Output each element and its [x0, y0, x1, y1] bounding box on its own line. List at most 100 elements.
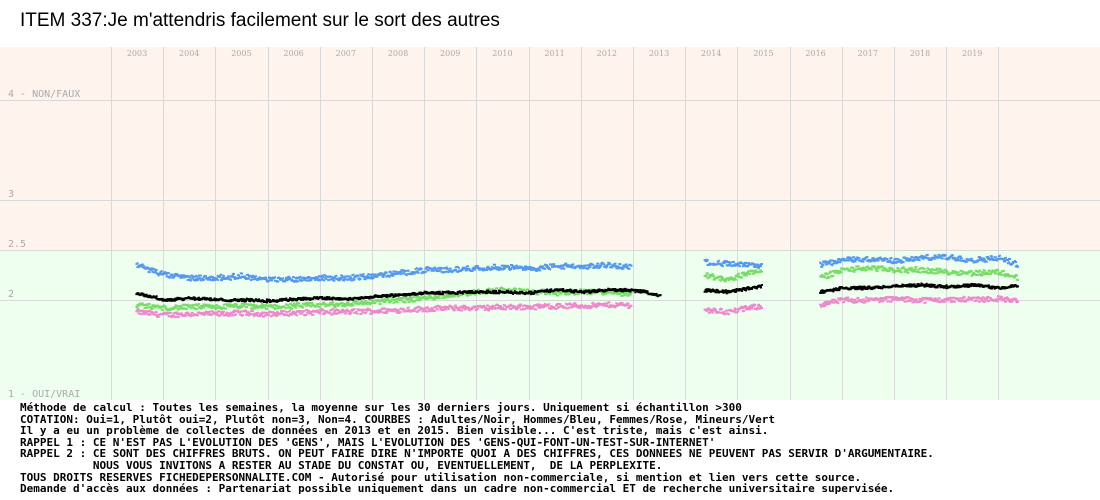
data-point-hommes [364, 278, 367, 281]
x-tick-label: 2011 [544, 49, 564, 58]
data-point-mineurs [178, 305, 181, 308]
data-point-mineurs [603, 293, 606, 296]
data-point-hommes [562, 267, 565, 270]
data-point-femmes [254, 314, 257, 316]
data-point-femmes [719, 308, 722, 311]
data-point-adultes [281, 299, 284, 302]
data-point-mineurs [982, 273, 985, 276]
data-point-mineurs [492, 288, 494, 291]
data-point-hommes [335, 274, 338, 277]
data-point-mineurs [1012, 276, 1015, 279]
data-point-mineurs [195, 308, 198, 311]
data-point-hommes [417, 271, 420, 274]
data-point-femmes [924, 301, 927, 304]
data-point-hommes [181, 274, 184, 277]
data-point-mineurs [923, 268, 926, 270]
data-point-hommes [218, 274, 221, 277]
data-point-hommes [934, 254, 937, 257]
data-point-femmes [416, 305, 419, 308]
data-point-femmes [514, 305, 517, 308]
data-point-hommes [629, 263, 632, 266]
data-point-mineurs [986, 271, 989, 274]
data-point-hommes [242, 275, 245, 278]
data-point-femmes [713, 309, 716, 312]
data-point-femmes [200, 313, 203, 316]
data-point-femmes [216, 310, 219, 313]
data-point-mineurs [251, 307, 254, 310]
data-point-adultes [246, 298, 249, 301]
data-point-femmes [447, 306, 450, 309]
data-point-mineurs [914, 266, 917, 269]
data-point-femmes [500, 306, 503, 309]
data-point-hommes [371, 273, 374, 276]
data-point-mineurs [227, 305, 230, 308]
data-point-mineurs [235, 304, 237, 307]
data-point-mineurs [906, 269, 909, 272]
data-point-mineurs [238, 304, 241, 307]
data-point-hommes [617, 267, 620, 270]
data-point-femmes [247, 314, 250, 317]
data-point-hommes [753, 263, 756, 266]
data-point-femmes [332, 308, 335, 311]
data-point-femmes [847, 296, 850, 299]
data-point-mineurs [254, 304, 257, 307]
data-point-femmes [400, 308, 403, 311]
data-point-mineurs [739, 276, 742, 279]
data-point-mineurs [719, 279, 722, 282]
data-point-hommes [392, 270, 395, 273]
data-point-mineurs [361, 303, 364, 306]
data-point-mineurs [334, 306, 337, 309]
data-point-hommes [341, 276, 344, 279]
data-point-mineurs [442, 297, 445, 299]
data-point-mineurs [257, 306, 260, 309]
data-point-hommes [613, 263, 616, 265]
data-point-adultes [139, 293, 142, 296]
data-point-mineurs [152, 304, 155, 307]
data-point-adultes [266, 300, 269, 302]
data-point-mineurs [147, 302, 150, 305]
data-point-hommes [212, 279, 215, 282]
data-point-mineurs [259, 306, 262, 309]
data-point-mineurs [407, 298, 410, 301]
data-point-hommes [914, 256, 917, 259]
data-point-mineurs [348, 304, 351, 306]
data-point-hommes [238, 274, 240, 277]
data-point-hommes [136, 266, 139, 269]
data-point-hommes [313, 277, 316, 280]
data-point-mineurs [725, 277, 728, 280]
data-point-femmes [497, 304, 499, 307]
data-point-hommes [422, 271, 425, 274]
data-point-femmes [875, 297, 878, 300]
data-point-femmes [588, 305, 591, 307]
data-point-hommes [566, 264, 569, 266]
data-point-mineurs [729, 276, 732, 279]
data-point-mineurs [264, 306, 267, 309]
data-point-mineurs [721, 277, 724, 279]
data-point-femmes [894, 296, 897, 299]
data-point-hommes [191, 277, 194, 280]
data-point-femmes [882, 299, 885, 302]
data-point-hommes [723, 260, 726, 262]
data-point-femmes [573, 302, 576, 305]
data-point-hommes [916, 256, 919, 259]
data-point-hommes [552, 263, 554, 266]
data-point-hommes [414, 268, 417, 271]
data-point-hommes [145, 267, 148, 270]
data-point-hommes [834, 259, 837, 262]
data-point-femmes [334, 310, 337, 313]
data-point-femmes [973, 296, 976, 299]
data-point-femmes [558, 303, 561, 305]
data-point-hommes [831, 259, 834, 262]
data-point-mineurs [295, 306, 298, 309]
data-point-mineurs [902, 267, 905, 269]
data-point-hommes [405, 273, 408, 276]
data-point-femmes [616, 303, 619, 306]
data-point-femmes [302, 310, 305, 313]
data-point-hommes [320, 278, 323, 281]
data-point-hommes [235, 277, 238, 280]
data-point-mineurs [272, 306, 274, 309]
data-point-mineurs [937, 272, 940, 274]
data-point-adultes [275, 300, 277, 303]
data-point-hommes [743, 265, 745, 267]
data-point-femmes [502, 306, 504, 309]
